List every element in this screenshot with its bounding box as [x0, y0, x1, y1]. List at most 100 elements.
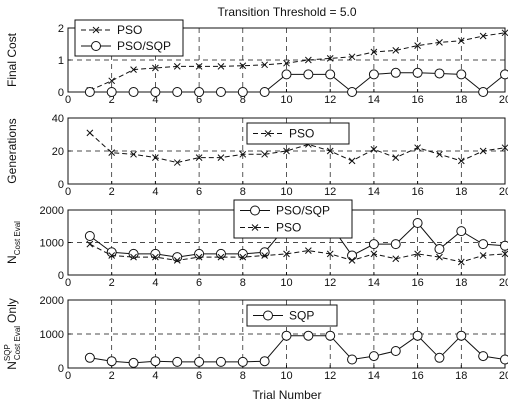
- data-point: [108, 77, 116, 85]
- data-point: [152, 253, 159, 261]
- legend: PSO/SQP PSO: [233, 199, 353, 239]
- y-tick-label: 40: [52, 113, 64, 125]
- x-tick-label: 20: [499, 277, 508, 289]
- series-pso: [86, 29, 508, 94]
- data-point: [478, 87, 489, 97]
- series-pso: [86, 129, 508, 166]
- x-tick-label: 0: [65, 186, 71, 198]
- x-tick-label: 6: [196, 186, 202, 198]
- data-point: [108, 149, 116, 157]
- data-point: [130, 66, 137, 73]
- data-point: [217, 63, 225, 70]
- y-tick-label: 2000: [40, 205, 64, 217]
- data-point: [106, 87, 117, 97]
- x-tick-label: 20: [499, 186, 508, 198]
- legend-marker: [264, 130, 272, 137]
- x-tick-label: 4: [152, 186, 158, 198]
- data-point: [259, 247, 270, 258]
- data-point: [347, 354, 358, 365]
- data-point: [106, 356, 117, 367]
- series-line: [89, 32, 506, 91]
- series-line: [89, 132, 506, 164]
- x-tick-label: 10: [280, 277, 292, 289]
- data-point: [261, 150, 269, 158]
- y-axis-label: NSQPCost EvalOnly: [3, 298, 22, 370]
- y-tick-label: 0: [58, 87, 64, 99]
- x-tick-label: 0: [65, 370, 71, 382]
- data-point: [259, 87, 270, 97]
- data-point: [326, 147, 334, 155]
- x-tick-label: 12: [324, 277, 336, 289]
- data-point: [326, 250, 334, 258]
- data-point: [128, 87, 139, 97]
- data-point: [281, 69, 292, 80]
- panel-4: 0 2 4 6 8 10 12 14 16 18 20 0 1000 2000 NSQPCost EvalO…: [3, 295, 508, 382]
- data-point: [172, 252, 183, 263]
- data-point: [194, 87, 205, 97]
- figure-title: Transition Threshold = 5.0: [217, 5, 356, 19]
- x-tick-label: 12: [324, 370, 336, 382]
- legend-marker: [91, 41, 101, 51]
- x-tick-label: 20: [499, 94, 508, 106]
- data-point: [84, 352, 95, 363]
- data-point: [152, 154, 159, 161]
- y-axis-label: Generations: [5, 118, 19, 183]
- data-point: [412, 67, 423, 78]
- x-tick-label: 14: [368, 186, 380, 198]
- y-tick-label: 1: [58, 55, 64, 67]
- data-point: [128, 248, 139, 259]
- data-point: [173, 159, 181, 166]
- x-tick-label: 2: [109, 186, 115, 198]
- data-point: [479, 147, 487, 155]
- x-tick-label: 4: [152, 277, 158, 289]
- x-tick-label: 12: [324, 186, 336, 198]
- panel-3: 0 2 4 6 8 10 12 14 16 18 20 0 1000 2000 NCost Eval PSO/…: [5, 199, 508, 289]
- y-tick-label: 0: [58, 179, 64, 191]
- panel-2: 0 2 4 6 8 10 12 14 16 18 20 0 20 40 Generations PSO: [5, 113, 508, 198]
- data-point: [347, 87, 358, 97]
- data-point: [368, 239, 379, 250]
- x-tick-label: 2: [109, 94, 115, 106]
- data-point: [500, 69, 508, 80]
- data-point: [370, 145, 378, 153]
- x-tick-label: 18: [455, 94, 467, 106]
- x-tick-label: 14: [368, 277, 380, 289]
- data-point: [239, 150, 247, 158]
- legend-box: [233, 199, 353, 239]
- data-point: [370, 250, 378, 258]
- data-point: [304, 56, 312, 64]
- data-point: [303, 69, 314, 80]
- legend-box: [246, 122, 350, 145]
- data-point: [392, 47, 400, 54]
- data-point: [456, 69, 467, 80]
- series-pso: [86, 240, 508, 266]
- data-point: [457, 157, 465, 165]
- data-point: [108, 252, 116, 259]
- data-point: [194, 248, 205, 259]
- data-point: [479, 32, 487, 40]
- data-point: [436, 39, 443, 46]
- series-line: [89, 243, 506, 263]
- data-point: [436, 253, 443, 261]
- data-point: [436, 150, 443, 158]
- x-tick-label: 8: [240, 277, 246, 289]
- data-point: [501, 144, 508, 152]
- y-tick-label: 20: [52, 146, 64, 158]
- data-point: [150, 356, 161, 367]
- y-axis-label: NCost Eval: [5, 221, 22, 264]
- data-point: [86, 129, 94, 137]
- x-tick-label: 8: [240, 186, 246, 198]
- data-point: [283, 147, 290, 155]
- data-point: [501, 250, 508, 258]
- legend-label: PSO/SQP: [276, 204, 330, 218]
- data-point: [194, 356, 205, 367]
- x-tick-label: 2: [109, 277, 115, 289]
- data-point: [173, 63, 181, 70]
- data-point: [84, 87, 95, 97]
- data-point: [195, 253, 203, 261]
- data-point: [106, 247, 117, 258]
- legend-box: [246, 304, 338, 327]
- data-point: [261, 61, 269, 69]
- data-point: [304, 247, 312, 254]
- x-tick-label: 10: [280, 370, 292, 382]
